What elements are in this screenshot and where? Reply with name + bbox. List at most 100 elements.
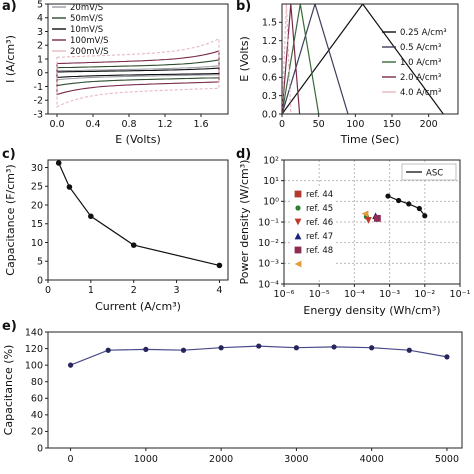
ref-legend-label: ref. 46 xyxy=(306,218,333,228)
x-tick-label-d: 10⁻¹ xyxy=(450,289,471,300)
y-tick-label-d: 10⁻² xyxy=(258,238,279,249)
x-tick-label-d: 10⁻⁴ xyxy=(344,289,365,300)
ref-legend-marker xyxy=(294,218,302,226)
y-tick-label-a: 5 xyxy=(37,0,43,10)
retention-point xyxy=(105,347,111,353)
asc-point xyxy=(385,193,391,199)
y-tick-label-e: 20 xyxy=(31,427,43,438)
x-tick-label-a: 1.6 xyxy=(193,119,208,130)
retention-point xyxy=(180,347,187,353)
y-tick-label-e: 120 xyxy=(25,344,43,355)
y-tick-label-e: 80 xyxy=(31,377,43,388)
plot-frame-e xyxy=(47,331,463,449)
y-tick-label-a: 2 xyxy=(37,41,43,52)
asc-point xyxy=(395,197,402,204)
y-tick-label-c: 15 xyxy=(31,219,43,230)
y-tick-label-e: 100 xyxy=(25,360,43,371)
x-axis-label-a: E (Volts) xyxy=(115,133,161,146)
retention-point xyxy=(143,346,149,352)
x-tick-label-e: 2000 xyxy=(209,454,233,465)
x-tick-label-c: 3 xyxy=(174,285,180,296)
x-tick-label-a: 0.4 xyxy=(85,119,100,130)
y-axis-label-c: Capacitance (F/cm³) xyxy=(4,164,17,275)
plot-frame-c xyxy=(47,159,229,281)
y-tick-label-e: 40 xyxy=(31,410,43,421)
y-axis-label-b: E (Volts) xyxy=(238,36,251,82)
ref-legend-marker xyxy=(294,260,302,268)
ref-legend-label: ref. 44 xyxy=(306,190,333,200)
y-tick-label-c: 0 xyxy=(37,275,43,286)
y-tick-label-b: 0.6 xyxy=(262,73,277,84)
y-tick-label-d: 10⁻¹ xyxy=(258,217,279,228)
retention-point xyxy=(331,344,337,350)
reference-point xyxy=(373,214,381,222)
x-tick-label-c: 4 xyxy=(216,285,222,296)
chart-panel-b: 0 50 100 150 200 0.0 0.3 0.6 0.9 1.2 1.5 Time (Sec)… xyxy=(238,3,459,146)
gcd-line-2 xyxy=(282,4,320,114)
x-tick-label-b: 0 xyxy=(279,119,285,130)
x-tick-label-b: 150 xyxy=(383,119,401,130)
retention-point xyxy=(218,345,224,351)
cv-loop-1 xyxy=(56,59,220,87)
reference-point xyxy=(361,210,369,218)
legend-label-a: 10mV/S xyxy=(70,25,103,35)
x-tick-label-d: 10⁻³ xyxy=(379,289,400,300)
capacitance-line xyxy=(58,162,220,266)
chart-panel-a: 0.0 0.4 0.8 1.2 1.6 -3 -2 -1 0 1 2 3 4 5 E (Volts) I (A… xyxy=(4,0,229,146)
retention-point xyxy=(293,345,299,351)
y-tick-label-e: 60 xyxy=(31,394,43,405)
x-axis-label-c: Current (A/cm³) xyxy=(95,300,181,313)
y-tick-label-e: 0 xyxy=(37,443,43,454)
legend-label-a: 50mV/S xyxy=(70,14,103,24)
panel-label-d: d) xyxy=(236,147,251,162)
ref-legend-label: ref. 48 xyxy=(306,246,333,256)
ref-legend-marker xyxy=(295,205,301,211)
y-tick-label-d: 10¹ xyxy=(263,176,279,187)
x-tick-label-e: 1000 xyxy=(134,454,158,465)
legend-label-a: 100mV/S xyxy=(70,36,109,46)
ref-legend-label: ref. 45 xyxy=(306,204,333,214)
x-tick-label-d: 10⁻⁵ xyxy=(309,289,330,300)
y-tick-label-b: 0.0 xyxy=(262,109,277,120)
asc-point xyxy=(422,213,428,219)
y-axis-label-a: I (A/cm³) xyxy=(4,35,17,83)
y-tick-label-a: 4 xyxy=(37,13,43,24)
asc-legend-label: ASC xyxy=(426,169,443,179)
x-tick-label-c: 2 xyxy=(131,285,137,296)
x-tick-label-c: 0 xyxy=(45,285,51,296)
x-tick-label-a: 0.8 xyxy=(121,119,136,130)
y-tick-label-b: 1.5 xyxy=(262,18,277,29)
y-axis-label-e: Capacitance (%) xyxy=(2,345,15,436)
legend-label-a: 200mV/S xyxy=(70,47,109,57)
y-tick-label-a: -2 xyxy=(34,96,43,107)
y-tick-label-a: -3 xyxy=(34,109,43,120)
legend-label-b: 0.25 A/cm³ xyxy=(400,28,447,38)
chart-panel-c: 0 1 2 3 4 0 5 10 15 20 25 30 Current (A/cm³) Capacita… xyxy=(4,159,229,313)
y-tick-label-d: 10² xyxy=(263,155,279,166)
asc-point xyxy=(416,205,422,212)
x-axis-label-d: Energy density (Wh/cm³) xyxy=(303,304,440,317)
legend-label-b: 1.0 A/cm³ xyxy=(400,58,441,68)
x-tick-label-e: 4000 xyxy=(360,454,384,465)
x-tick-label-b: 50 xyxy=(313,119,325,130)
y-tick-label-c: 20 xyxy=(31,200,43,211)
panel-label-e: e) xyxy=(2,319,17,334)
panel-label-b: b) xyxy=(236,0,251,14)
cv-loop-3 xyxy=(56,50,220,96)
y-tick-label-b: 0.9 xyxy=(262,54,277,65)
ref-legend-marker xyxy=(294,232,302,240)
chart-panel-d: 10⁻⁶ 10⁻⁵ 10⁻⁴ 10⁻³ 10⁻² 10⁻¹ 10⁻⁴ 10⁻³ 10⁻² 10⁻¹… xyxy=(238,155,471,317)
y-tick-label-a: 0 xyxy=(37,68,43,79)
y-tick-label-c: 25 xyxy=(31,182,43,193)
capacitance-point xyxy=(216,262,223,269)
y-tick-label-b: 1.2 xyxy=(262,36,277,47)
y-tick-label-a: -1 xyxy=(34,82,43,93)
retention-point xyxy=(67,362,74,368)
ref-legend-marker xyxy=(294,190,302,198)
y-tick-label-d: 10⁻⁴ xyxy=(258,279,279,290)
y-axis-label-d: Power density (W/cm³) xyxy=(238,160,251,285)
reference-point xyxy=(365,216,372,224)
capacitance-point xyxy=(130,242,137,248)
y-tick-label-a: 1 xyxy=(37,54,43,65)
